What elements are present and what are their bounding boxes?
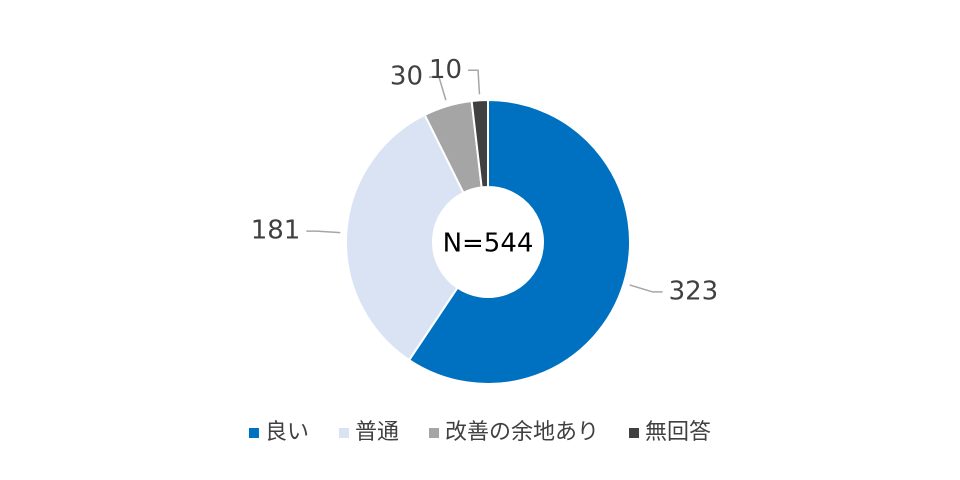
leader-line [468,69,481,95]
center-label: N=544 [443,229,534,259]
legend-swatch [248,428,259,438]
donut-slice [407,98,631,385]
leader-line [429,76,447,101]
legend: 良い 普通 改善の余地あり 無回答 [248,420,711,445]
data-label: 30 [390,62,423,92]
legend-label: 無回答 [645,420,711,445]
data-label: 181 [251,216,301,246]
legend-swatch [629,428,640,438]
data-label: 10 [429,55,462,85]
legend-swatch [429,428,439,438]
slices: 323 181 30 10 [251,55,719,385]
leader-line [306,230,341,234]
donut-slice [345,113,465,362]
legend-swatch [338,428,349,438]
legend-label: 良い [265,420,309,445]
leader-line [629,284,663,293]
legend-label: 改善の余地あり [445,420,599,445]
donut-slice [470,98,489,189]
data-label: 323 [669,276,719,306]
legend-label: 普通 [355,420,399,445]
